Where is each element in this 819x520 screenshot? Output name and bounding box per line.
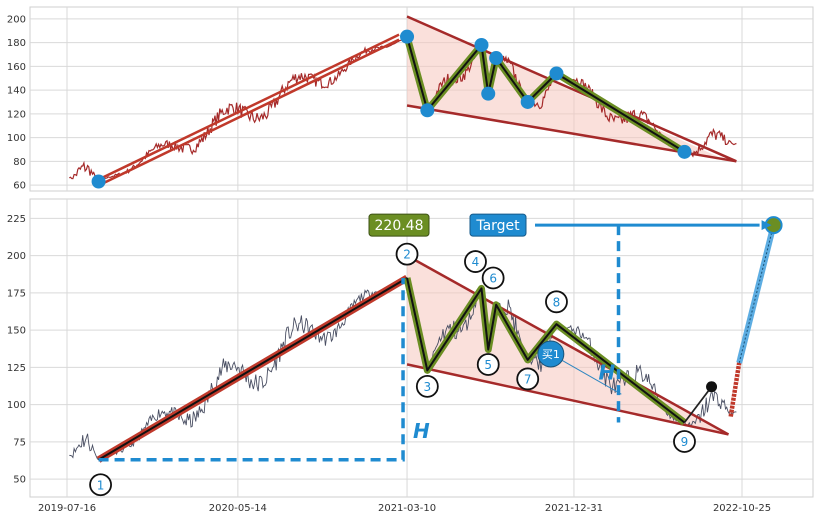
top-pivot-marker [420,103,435,118]
xtick-label: 2021-03-10 [378,503,436,514]
top-rise-trendline [100,38,400,186]
top-ytick-label: 200 [7,14,26,25]
top-ytick-label: 140 [7,86,26,97]
bottom-ytick-label: 75 [13,437,26,448]
pivot-number-label: 8 [553,295,561,309]
bottom-ytick-label: 175 [7,288,26,299]
bottom-lower-trendline [406,363,729,436]
bottom-ytick-label: 100 [7,400,26,411]
breakout-dot [706,381,718,393]
top-pivot-marker [677,144,692,159]
target-tag-label: Target [475,218,520,234]
pivot-number-circle [89,473,112,497]
pivot-number-circle [415,374,439,398]
top-ytick-label: 100 [7,133,26,144]
bottom-rise-line-inner [98,277,408,461]
target-value-tag [368,213,430,237]
target-value-label: 220.48 [375,218,424,234]
top-pivot-marker [91,174,106,189]
bottom-ytick-label: 50 [13,475,26,486]
top-ytick-label: 60 [13,181,26,192]
projection-start [728,362,742,417]
breakout-line [683,386,713,424]
pivot-number-label: 1 [97,478,105,492]
top-ytick-label: 120 [7,109,26,120]
pivot-number-label: 7 [524,372,532,386]
xtick-label: 2020-05-14 [209,503,267,514]
bottom-ytick-label: 150 [7,326,26,337]
pivot-number-label: 6 [489,271,497,285]
top-pivot-marker [549,66,564,81]
pivot-number-circle [464,250,487,273]
top-pivot-marker [481,86,496,101]
pivot-number-circle [516,367,540,391]
buy-pointer-line [550,353,622,395]
pivot-number-circle [545,290,568,314]
pivot-number-circle [673,430,696,453]
top-pivot-marker [520,94,535,109]
xtick-label: 2021-12-31 [545,503,603,514]
pivot-number-circle [395,242,419,266]
bottom-zigzag-inner [406,277,686,424]
pivot-number-circle [476,353,500,376]
target-arrow-head [761,220,772,231]
xtick-label: 2019-07-16 [38,503,96,514]
target-tag [469,213,527,237]
buy-marker [537,340,565,368]
buy-label: 买1 [542,348,560,361]
top-ytick-label: 180 [7,38,26,49]
bottom-upper-trendline [406,254,730,436]
top-rise-trendline [98,33,400,181]
pivot-number-label: 3 [424,380,432,394]
height-label-2: H [599,360,616,384]
bottom-ytick-label: 225 [7,214,26,225]
top-ytick-label: 160 [7,62,26,73]
pivot-number-circle [481,266,505,290]
projection-line-outer [736,224,777,364]
top-pivot-marker [474,37,489,52]
height-label: H [413,419,430,443]
xtick-label: 2022-10-25 [713,503,771,514]
top-pivot-marker [489,51,504,66]
pivot-number-label: 5 [484,358,492,372]
top-pivot-marker [400,29,415,44]
pivot-number-label: 4 [472,255,480,269]
bottom-ytick-label: 125 [7,363,26,374]
bottom-ytick-label: 200 [7,251,26,262]
top-upper-trendline [406,15,737,163]
pivot-number-label: 2 [403,248,411,262]
pivot-number-label: 9 [681,435,689,449]
top-ytick-label: 80 [13,157,26,168]
height-measure-dashed [98,277,405,462]
